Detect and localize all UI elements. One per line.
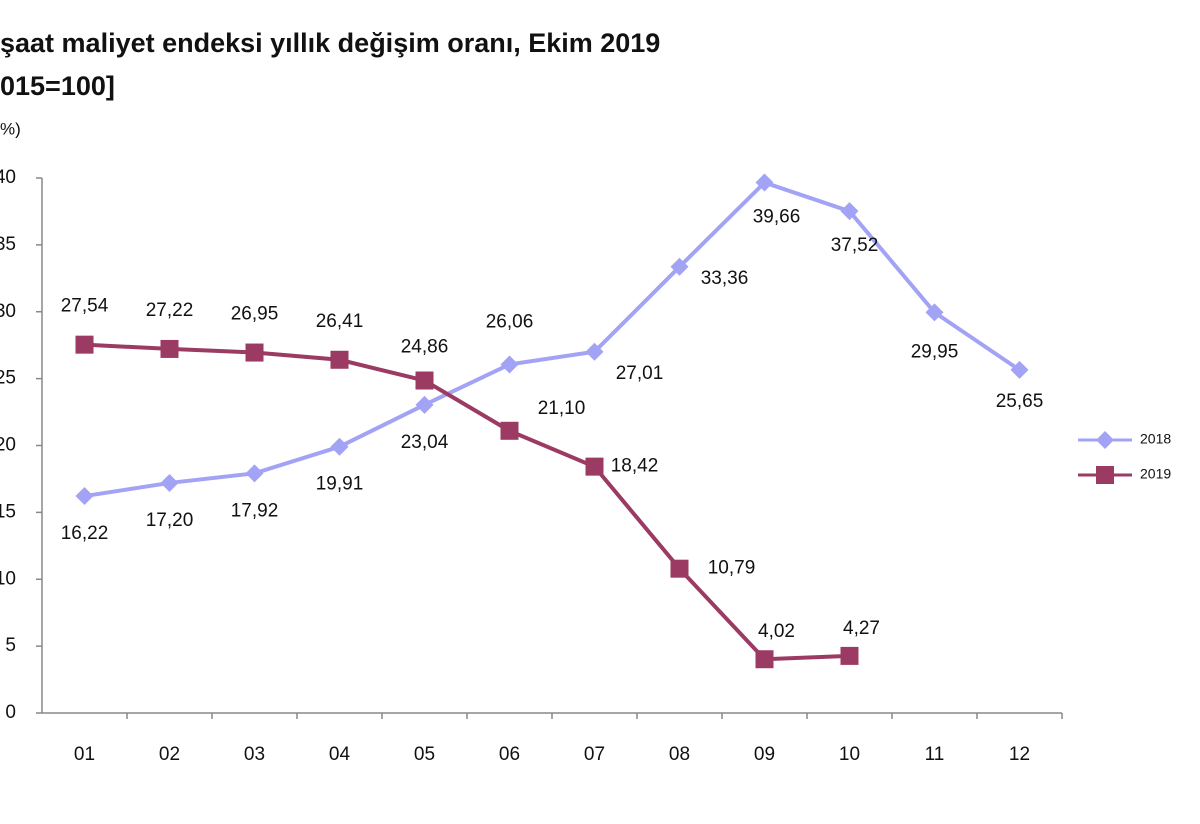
series-line xyxy=(84,180,1021,499)
data-label: 17,20 xyxy=(146,510,194,531)
marker xyxy=(585,342,604,361)
data-label: 23,04 xyxy=(401,432,449,453)
series-line xyxy=(84,342,850,662)
y-axis-label: %) xyxy=(0,119,21,138)
marker xyxy=(670,257,689,276)
data-label: 26,06 xyxy=(486,311,534,332)
x-tick-label: 03 xyxy=(244,744,265,765)
data-label: 4,02 xyxy=(758,621,795,642)
marker xyxy=(755,173,774,192)
y-tick-label: 15 xyxy=(0,501,16,522)
data-label: 37,52 xyxy=(831,235,879,256)
data-label: 17,92 xyxy=(231,500,279,521)
legend-label: 2019 xyxy=(1140,466,1171,482)
marker xyxy=(75,335,94,354)
marker xyxy=(245,343,264,362)
chart-title: şaat maliyet endeksi yıllık değişim oran… xyxy=(0,28,660,58)
data-label: 39,66 xyxy=(753,207,801,228)
data-label: 16,22 xyxy=(61,523,109,544)
marker xyxy=(160,339,179,358)
chart-subtitle: 015=100] xyxy=(0,71,115,101)
marker xyxy=(245,464,264,483)
marker xyxy=(500,421,519,440)
x-tick-label: 07 xyxy=(584,744,605,765)
x-tick-label: 05 xyxy=(414,744,435,765)
marker xyxy=(840,202,859,221)
x-tick-label: 01 xyxy=(74,744,95,765)
data-label: 33,36 xyxy=(701,268,749,289)
data-label: 27,01 xyxy=(616,363,664,384)
marker xyxy=(670,559,689,578)
data-label: 21,10 xyxy=(538,398,586,419)
y-tick-label: 25 xyxy=(0,368,16,389)
data-label: 10,79 xyxy=(708,558,756,579)
marker xyxy=(160,473,179,492)
marker xyxy=(1010,360,1029,379)
x-tick-label: 06 xyxy=(499,744,520,765)
data-label: 26,41 xyxy=(316,311,364,332)
x-tick-label: 10 xyxy=(839,744,860,765)
marker xyxy=(1096,466,1114,484)
y-tick-label: 0 xyxy=(5,702,16,723)
y-tick-label: 20 xyxy=(0,435,16,456)
x-tick-label: 04 xyxy=(329,744,351,765)
y-tick-label: 5 xyxy=(5,635,16,656)
data-label: 4,27 xyxy=(843,618,880,639)
data-label: 18,42 xyxy=(611,456,659,477)
legend-label: 2018 xyxy=(1140,431,1171,447)
y-tick-label: 35 xyxy=(0,234,16,255)
marker xyxy=(415,371,434,390)
data-label: 27,54 xyxy=(61,296,109,317)
data-label: 29,95 xyxy=(911,341,959,362)
marker xyxy=(500,355,519,374)
data-label: 24,86 xyxy=(401,337,449,358)
marker xyxy=(330,437,349,456)
y-tick-label: 40 xyxy=(0,167,16,188)
x-tick-label: 09 xyxy=(754,744,775,765)
x-tick-label: 12 xyxy=(1009,744,1030,765)
marker xyxy=(755,650,774,669)
data-label: 26,95 xyxy=(231,304,279,325)
data-label: 27,22 xyxy=(146,300,194,321)
x-tick-label: 08 xyxy=(669,744,690,765)
data-label: 19,91 xyxy=(316,474,364,495)
marker xyxy=(585,457,604,476)
marker xyxy=(75,487,94,506)
y-tick-label: 10 xyxy=(0,568,16,589)
x-tick-label: 02 xyxy=(159,744,180,765)
y-tick-label: 30 xyxy=(0,301,16,322)
x-tick-label: 11 xyxy=(925,744,945,765)
marker xyxy=(925,303,944,322)
marker xyxy=(1096,431,1114,449)
marker xyxy=(415,395,434,414)
marker xyxy=(840,646,859,665)
marker xyxy=(330,350,349,369)
data-label: 25,65 xyxy=(996,391,1044,412)
